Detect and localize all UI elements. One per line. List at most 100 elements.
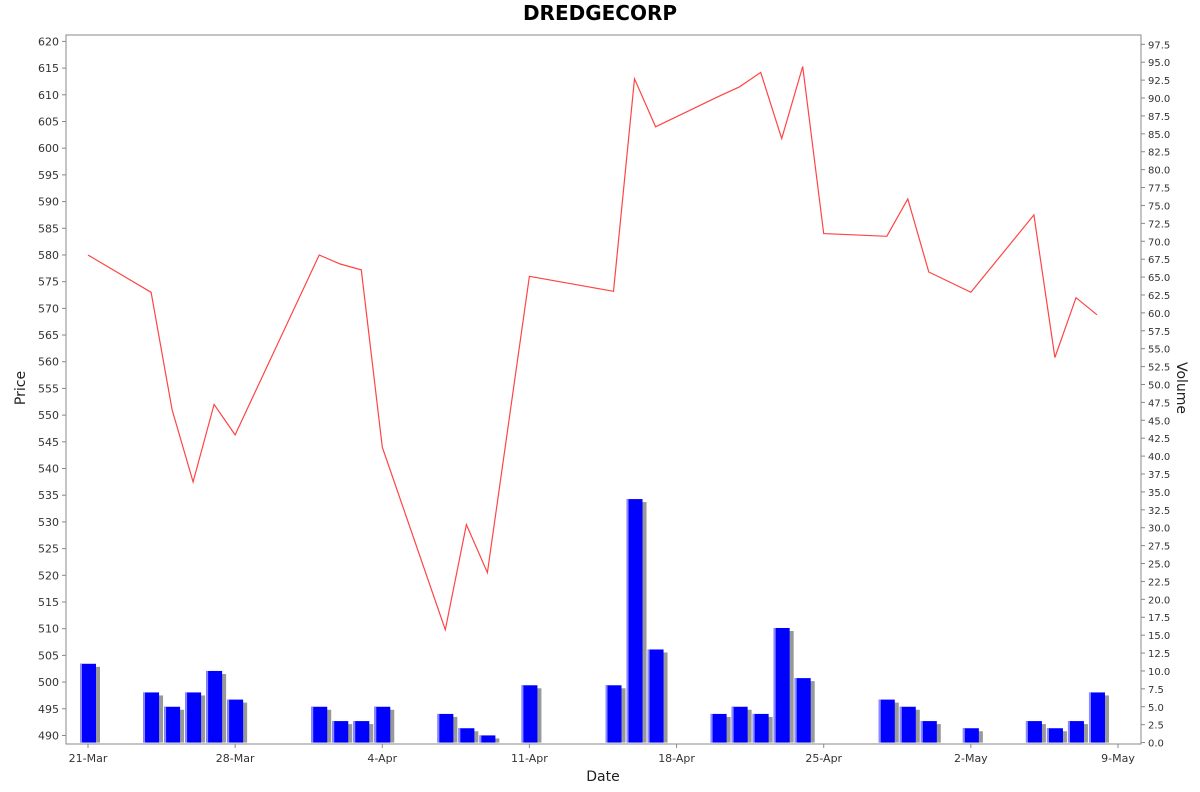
- volume-bar: [185, 692, 202, 743]
- y-tick-label: 520: [38, 569, 59, 582]
- volume-bar: [332, 721, 349, 743]
- volume-bar: [80, 663, 96, 743]
- y2-tick-label: 27.5: [1148, 542, 1170, 553]
- y2-tick-label: 90.0: [1148, 94, 1170, 105]
- volume-bar-highlight: [311, 706, 314, 743]
- volume-bar-highlight: [899, 706, 902, 743]
- y2-tick-label: 0.0: [1148, 739, 1164, 750]
- y2-tick-label: 80.0: [1148, 166, 1170, 177]
- y2-tick-label: 87.5: [1148, 112, 1170, 123]
- y-tick-label: 575: [38, 276, 59, 289]
- y-tick-label: 550: [38, 409, 59, 422]
- y-tick-label: 535: [38, 489, 59, 502]
- y-tick-label: 610: [38, 89, 59, 102]
- volume-bar-highlight: [794, 678, 797, 743]
- volume-bar: [1046, 728, 1063, 743]
- chart-title: DREDGECORP: [523, 1, 677, 25]
- volume-bar-highlight: [710, 713, 713, 743]
- y2-tick-label: 20.0: [1148, 595, 1170, 606]
- volume-bar: [878, 699, 895, 743]
- y-axis: 490 495 500 505 510 515 520 525 530 535 540 545 550 5…: [38, 35, 66, 742]
- volume-bar: [731, 706, 748, 743]
- y2-tick-label: 62.5: [1148, 291, 1170, 302]
- y2-tick-label: 22.5: [1148, 577, 1170, 588]
- y2-tick-label: 82.5: [1148, 148, 1170, 159]
- volume-bar-highlight: [647, 649, 650, 743]
- x-tick-label: 2-May: [954, 752, 988, 765]
- volume-bar-highlight: [1088, 692, 1091, 743]
- y2-tick-label: 85.0: [1148, 130, 1170, 141]
- volume-bar-highlight: [962, 728, 965, 743]
- y-tick-label: 605: [38, 115, 59, 128]
- volume-bar-highlight: [185, 692, 188, 743]
- y-tick-label: 580: [38, 249, 59, 262]
- y2-tick-label: 7.5: [1148, 685, 1164, 696]
- y-tick-label: 600: [38, 142, 59, 155]
- y-axis-title: Price: [13, 371, 29, 405]
- volume-bar: [710, 713, 727, 743]
- y-tick-label: 525: [38, 543, 59, 556]
- volume-bar-highlight: [206, 670, 209, 743]
- y-tick-label: 615: [38, 62, 59, 75]
- x-tick-label: 18-Apr: [658, 752, 695, 765]
- volume-bar-highlight: [332, 721, 335, 743]
- y2-tick-label: 92.5: [1148, 76, 1170, 87]
- volume-bar: [479, 735, 496, 743]
- x-tick-label: 21-Mar: [69, 752, 108, 765]
- y-tick-label: 560: [38, 356, 59, 369]
- y-tick-label: 500: [38, 676, 59, 689]
- y2-tick-label: 75.0: [1148, 201, 1170, 212]
- x-axis: 21-Mar 28-Mar 4-Apr 11-Apr 18-Apr 25-Apr 2-May…: [69, 744, 1135, 765]
- volume-bar-highlight: [521, 685, 524, 743]
- y-tick-label: 590: [38, 196, 59, 209]
- volume-bar: [227, 699, 244, 743]
- volume-bar-highlight: [479, 735, 482, 743]
- y-tick-label: 505: [38, 649, 59, 662]
- y2-tick-label: 25.0: [1148, 560, 1170, 571]
- y2-tick-label: 15.0: [1148, 631, 1170, 642]
- y-tick-label: 490: [38, 729, 59, 742]
- y2-tick-label: 17.5: [1148, 613, 1170, 624]
- y2-tick-label: 55.0: [1148, 345, 1170, 356]
- volume-bar: [626, 499, 643, 743]
- volume-bar: [920, 721, 937, 743]
- volume-bar-highlight: [752, 713, 755, 743]
- volume-bar: [605, 685, 622, 743]
- x-tick-label: 28-Mar: [216, 752, 255, 765]
- volume-bar: [353, 721, 370, 743]
- volume-bar-highlight: [1025, 721, 1028, 743]
- volume-bar-highlight: [731, 706, 734, 743]
- volume-bar-highlight: [458, 728, 461, 743]
- y2-tick-label: 60.0: [1148, 309, 1170, 320]
- x-tick-label: 4-Apr: [367, 752, 397, 765]
- volume-bar: [1088, 692, 1105, 743]
- y2-tick-label: 32.5: [1148, 506, 1170, 517]
- volume-bar-highlight: [143, 692, 146, 743]
- x-tick-label: 11-Apr: [511, 752, 548, 765]
- volume-bar-highlight: [374, 706, 377, 743]
- volume-bar-highlight: [353, 721, 356, 743]
- volume-bar: [899, 706, 916, 743]
- volume-bar: [206, 670, 223, 743]
- y2-tick-label: 70.0: [1148, 237, 1170, 248]
- volume-bar: [164, 706, 181, 743]
- x-tick-label: 9-May: [1101, 752, 1135, 765]
- volume-bar-highlight: [1046, 728, 1049, 743]
- volume-bar: [521, 685, 538, 743]
- volume-bar: [311, 706, 328, 743]
- y2-tick-label: 97.5: [1148, 40, 1170, 51]
- volume-bar: [794, 678, 811, 743]
- y2-tick-label: 35.0: [1148, 488, 1170, 499]
- y2-tick-label: 2.5: [1148, 721, 1164, 732]
- volume-bar-highlight: [773, 627, 776, 743]
- y2-tick-label: 40.0: [1148, 452, 1170, 463]
- y-tick-label: 595: [38, 169, 59, 182]
- volume-bar: [458, 728, 475, 743]
- volume-bar: [752, 713, 769, 743]
- y-tick-label: 495: [38, 703, 59, 716]
- y2-tick-label: 12.5: [1148, 649, 1170, 660]
- y2-tick-label: 30.0: [1148, 524, 1170, 535]
- volume-bar: [437, 713, 454, 743]
- y-tick-label: 545: [38, 436, 59, 449]
- y2-axis: 0.0 2.5 5.0 7.5 10.0 12.5 15.0 17.5 20.0 22.5 25.0…: [1141, 40, 1170, 750]
